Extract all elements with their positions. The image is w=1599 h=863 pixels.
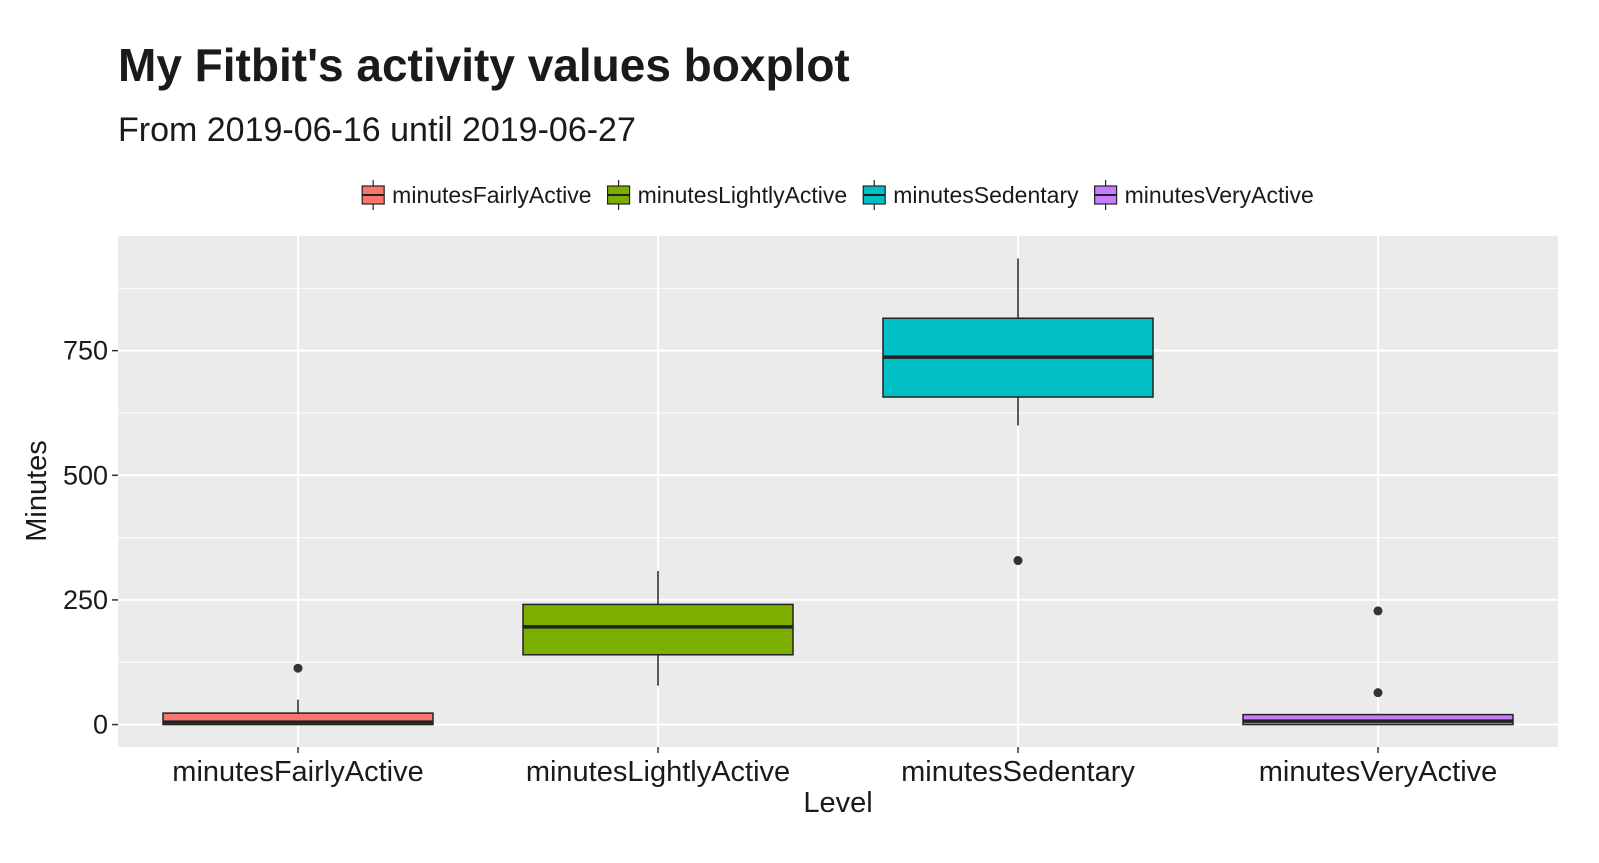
legend-item: minutesVeryActive — [1094, 180, 1314, 210]
legend-label: minutesSedentary — [893, 182, 1079, 208]
y-tick-label: 250 — [63, 585, 108, 615]
legend-label: minutesFairlyActive — [392, 182, 591, 208]
outlier-point — [1373, 606, 1383, 616]
x-axis-title: Level — [803, 787, 872, 819]
legend-label: minutesVeryActive — [1125, 182, 1314, 208]
box — [162, 712, 434, 726]
box — [522, 603, 794, 656]
outlier-point — [1373, 688, 1383, 698]
box-group — [882, 258, 1154, 566]
y-tick-label: 0 — [93, 710, 108, 740]
y-tick-label: 500 — [63, 460, 108, 490]
x-tick-label: minutesFairlyActive — [172, 756, 423, 788]
y-tick-label: 750 — [63, 336, 108, 366]
y-axis-title: Minutes — [21, 440, 53, 542]
plot-panel — [118, 236, 1558, 747]
x-tick-label: minutesLightlyActive — [526, 756, 790, 788]
x-tick-label: minutesVeryActive — [1259, 756, 1498, 788]
legend: minutesFairlyActive minutesLightlyActive m… — [361, 180, 1314, 210]
chart-subtitle: From 2019-06-16 until 2019-06-27 — [118, 111, 636, 149]
x-axis: minutesFairlyActive minutesLightlyActive m… — [172, 747, 1497, 788]
legend-label: minutesLightlyActive — [638, 182, 848, 208]
legend-item: minutesFairlyActive — [361, 180, 592, 210]
box-group — [1242, 606, 1514, 726]
box-group — [522, 571, 794, 686]
legend-item: minutesLightlyActive — [606, 180, 848, 210]
y-axis: 0 250 500 750 — [63, 336, 118, 740]
outlier-point — [1013, 556, 1023, 566]
box-group — [162, 663, 434, 726]
chart-title: My Fitbit's activity values boxplot — [118, 39, 850, 91]
outlier-point — [293, 663, 303, 673]
boxes — [162, 258, 1514, 726]
legend-item: minutesSedentary — [862, 180, 1079, 210]
x-tick-label: minutesSedentary — [901, 756, 1135, 788]
